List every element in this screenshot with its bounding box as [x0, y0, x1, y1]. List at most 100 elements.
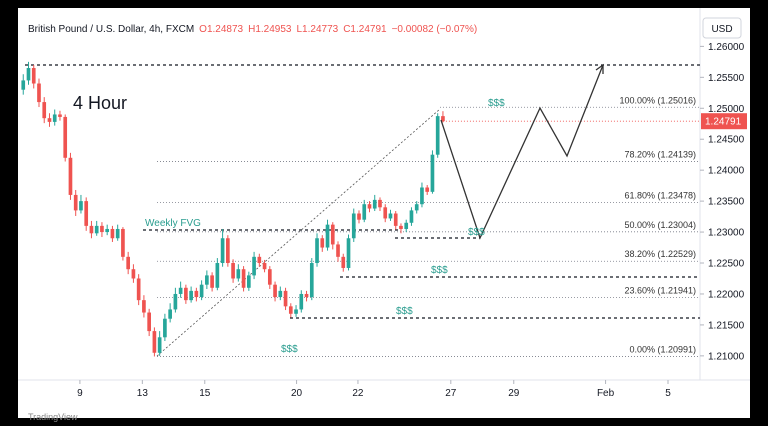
annotation: Weekly FVG [145, 218, 201, 229]
annotation: $$$ [468, 227, 485, 238]
candle-body [21, 80, 26, 90]
candle-body [330, 224, 335, 245]
candle-body [163, 318, 167, 338]
chart-title: British Pound / U.S. Dollar, 4h, FXCM O1.… [28, 24, 477, 35]
candle-body [131, 269, 136, 279]
candle-body [315, 238, 319, 264]
candle-body [105, 228, 110, 233]
candle-body [435, 116, 440, 155]
candle-body [420, 187, 424, 205]
candle-body [367, 204, 372, 209]
candle-body [210, 275, 214, 288]
candle-body [320, 238, 325, 248]
candle-body [273, 284, 277, 298]
candle-body [126, 256, 131, 270]
candle-body [267, 269, 272, 285]
title: British Pound / U.S. Dollar, 4h, FXCM [28, 24, 194, 35]
candle-body [414, 204, 419, 211]
y-tick-label: 1.26000 [708, 42, 745, 53]
x-tick-label: 5 [665, 388, 671, 399]
candle-body [388, 213, 393, 219]
candle-body [52, 114, 57, 122]
y-tick-label: 1.24000 [708, 166, 745, 177]
last-price-tag [701, 113, 747, 130]
candle-body [157, 337, 162, 353]
candle-body [42, 102, 47, 119]
candle-body [152, 331, 157, 353]
candle-body [341, 256, 346, 268]
candle-body [351, 213, 356, 239]
candle-body [136, 278, 141, 301]
fib-label: 23.60% (1.21941) [624, 286, 696, 296]
candle-body [246, 275, 251, 288]
fib-label: 0.00% (1.20991) [629, 344, 696, 354]
grid [79, 45, 704, 384]
currency-button[interactable] [702, 17, 742, 39]
candle-body [231, 263, 235, 279]
candle-body [84, 201, 89, 226]
candle-body [58, 114, 62, 117]
candle-body [31, 68, 36, 84]
candle-body [194, 290, 199, 298]
change: −0.00082 (−0.07%) [392, 24, 478, 35]
x-tick-label: 22 [352, 388, 364, 399]
y-tick-label: 1.25000 [708, 104, 745, 115]
projection-arrowhead [595, 63, 604, 74]
candle-body [425, 187, 430, 192]
candle-body [26, 68, 31, 81]
candle-body [73, 194, 78, 211]
candle-body [278, 290, 283, 298]
candle-body [89, 225, 94, 234]
fib-label: 100.00% (1.25016) [619, 95, 696, 105]
timeframe-label: 4 Hour [73, 93, 127, 113]
candle-body [404, 222, 409, 229]
candle-body [184, 287, 188, 301]
candle-body [393, 213, 398, 226]
candle-body [173, 293, 178, 310]
candle-body [220, 238, 225, 264]
x-tick-label: 29 [508, 388, 520, 399]
candle-body [63, 116, 68, 158]
y-tick-label: 1.21500 [708, 320, 745, 331]
candle-body [262, 263, 267, 270]
candle-body [47, 118, 52, 122]
x-tick-label: Feb [597, 388, 615, 399]
candle-body [205, 275, 209, 285]
candle-body [362, 204, 367, 220]
last-price-label: 1.24791 [705, 117, 742, 128]
candle-body [294, 309, 298, 314]
candle-body [409, 210, 414, 223]
candle-body [178, 287, 183, 294]
annotation: $$$ [431, 265, 448, 276]
candle-body [100, 225, 104, 233]
y-tick-label: 1.23500 [708, 197, 745, 208]
candle-body [299, 293, 304, 310]
candles [21, 61, 700, 357]
candle-body [94, 225, 99, 234]
candle-body [336, 244, 340, 257]
candle-body [226, 238, 230, 264]
fib-trend-line [156, 108, 441, 357]
x-tick-label: 15 [199, 388, 211, 399]
x-tick-label: 13 [137, 388, 149, 399]
candle-body [430, 154, 435, 192]
candle-body [283, 290, 288, 307]
candle-body [168, 309, 172, 319]
candle-body [378, 199, 382, 208]
y-tick-label: 1.23000 [708, 228, 745, 239]
candle-body [115, 228, 120, 239]
candle-body [304, 293, 309, 298]
y-tick-label: 1.22500 [708, 259, 745, 270]
ohlc: L1.24773 [296, 24, 338, 35]
projection-path [440, 64, 604, 240]
fib-label: 61.80% (1.23478) [624, 190, 696, 200]
candle-body [147, 312, 151, 332]
currency[interactable]: USD [711, 24, 732, 35]
candle-body [309, 263, 314, 298]
candle-body [142, 300, 146, 313]
candle-body [383, 207, 388, 219]
ohlc: O1.24873 [199, 24, 243, 35]
candle-body [372, 199, 377, 209]
x-tick-label: 27 [445, 388, 457, 399]
